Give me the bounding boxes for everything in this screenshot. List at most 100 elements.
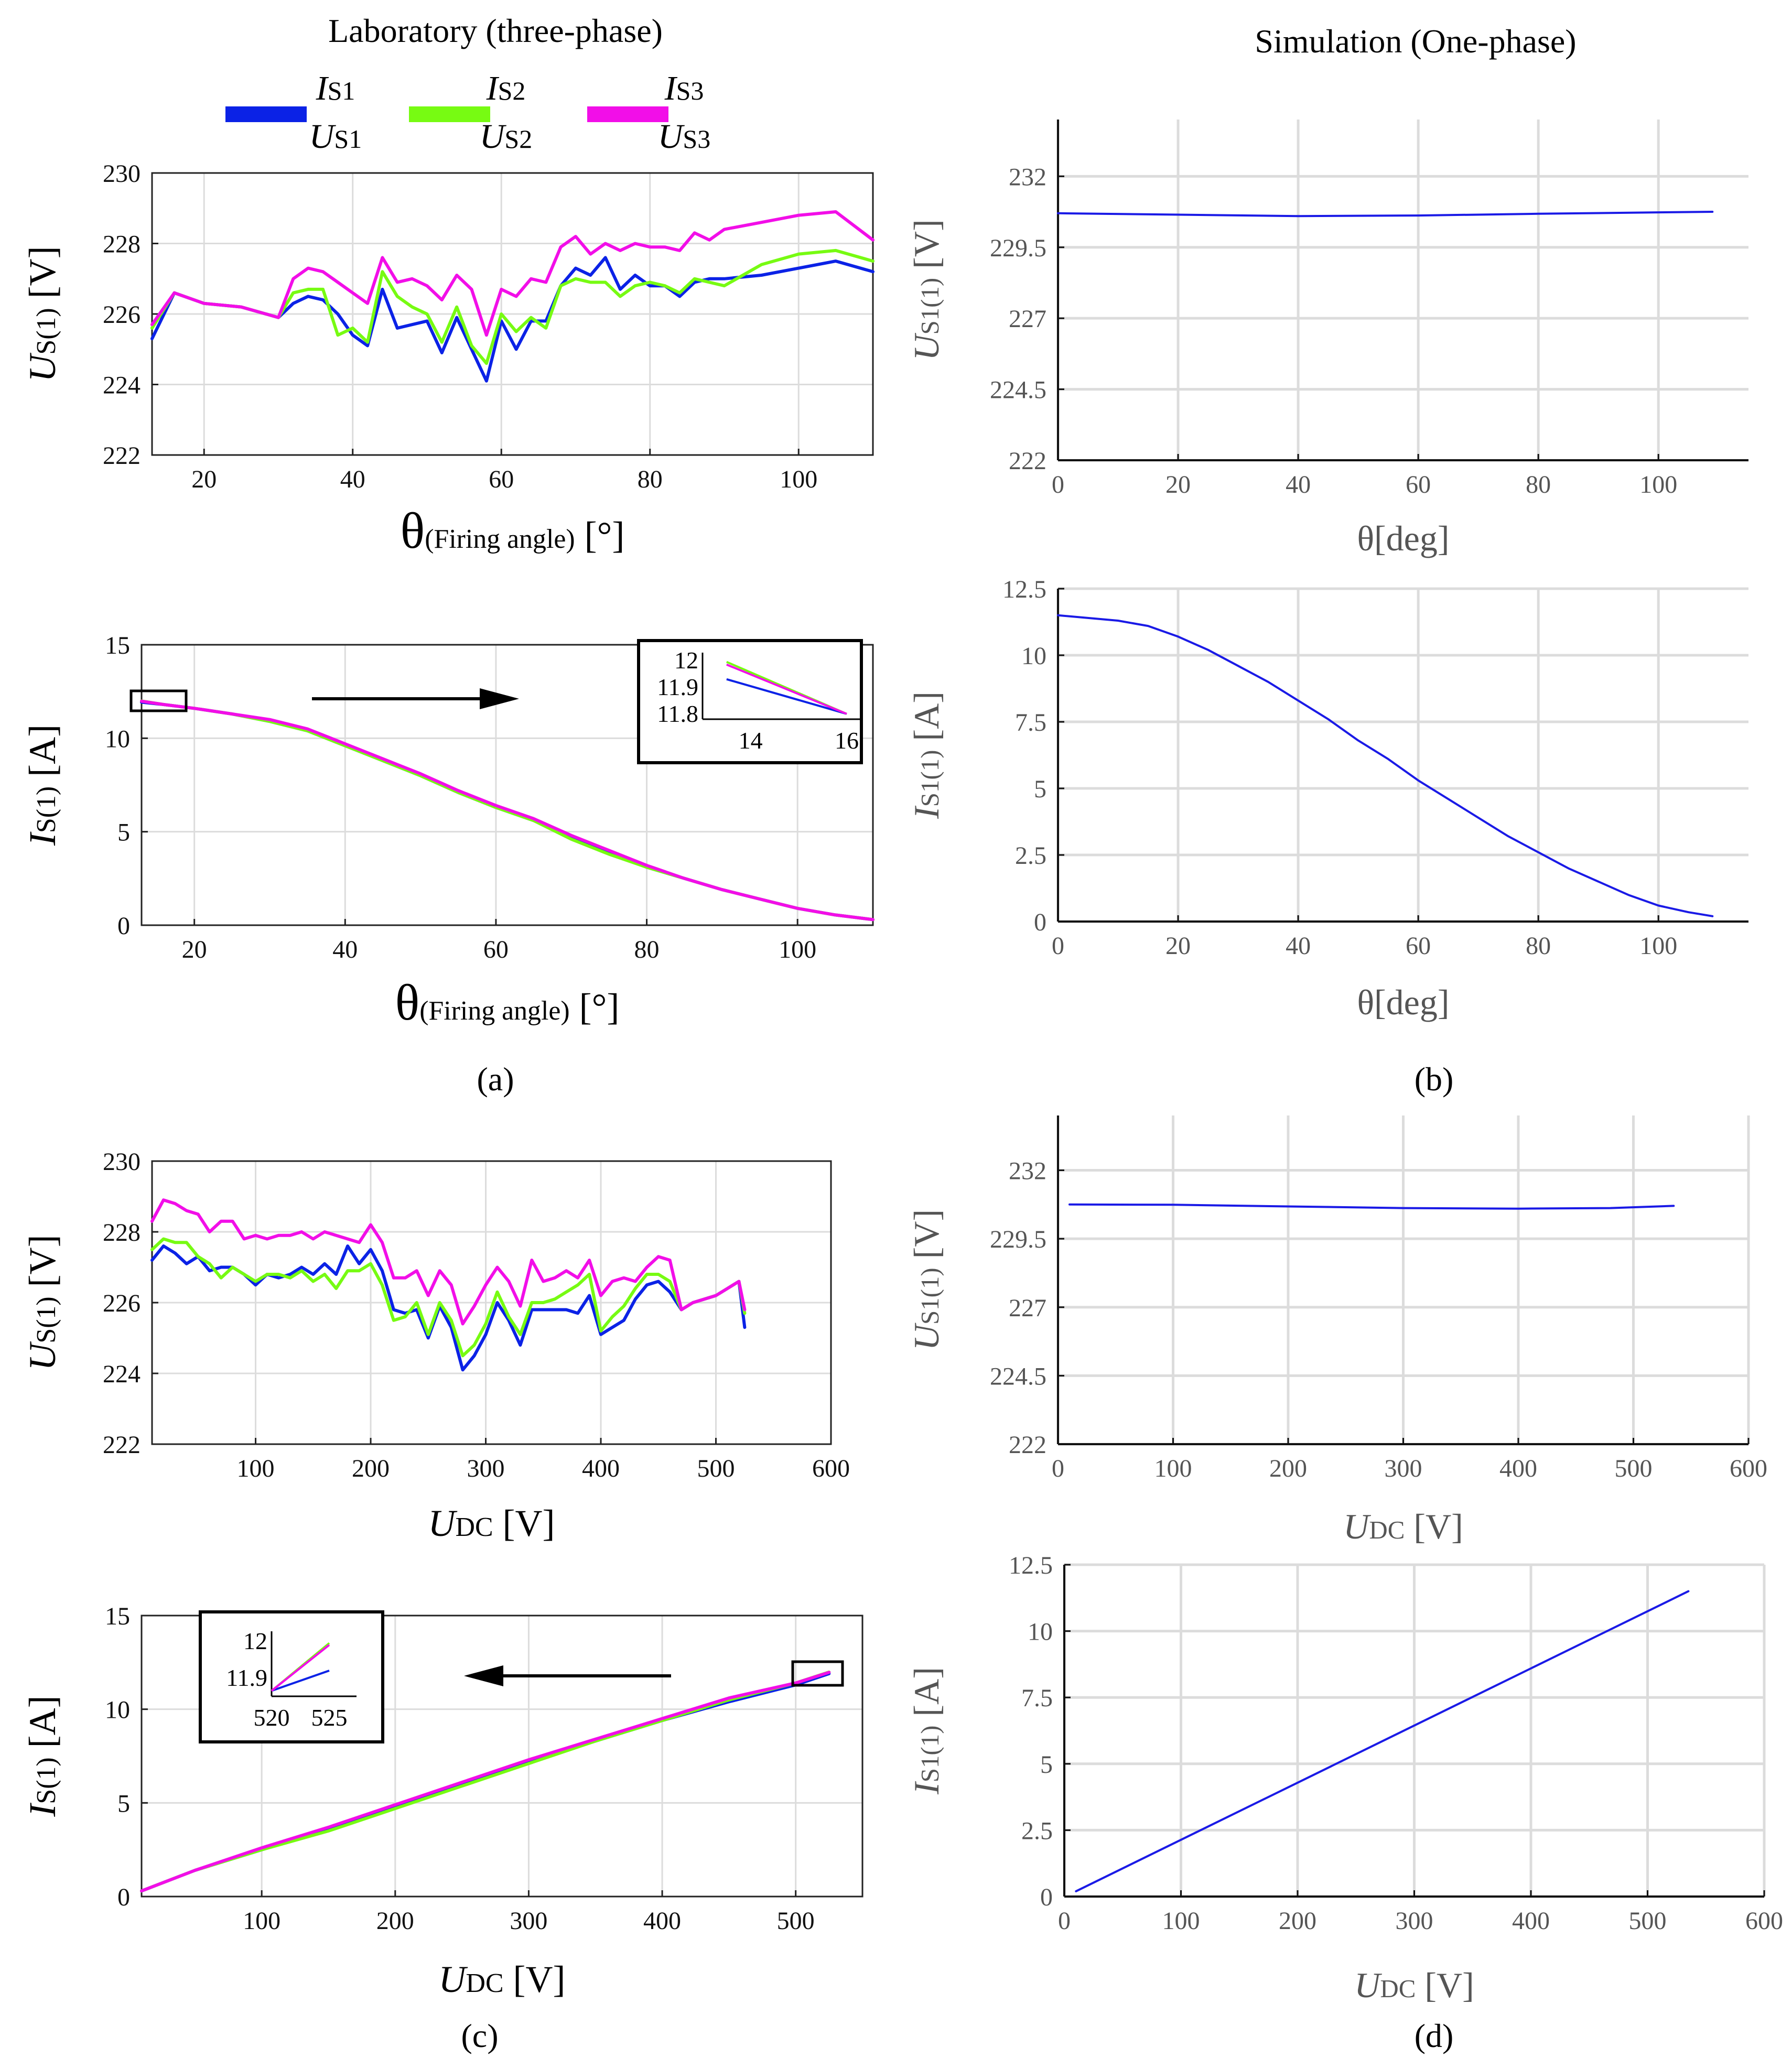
y-tick-label: 10: [1028, 1618, 1053, 1646]
x-tick-label: 500: [1629, 1907, 1667, 1935]
x-axis-label: UDC [V]: [439, 1958, 566, 2000]
inset-y-tick-label: 12: [674, 647, 698, 674]
y-tick-label: 15: [105, 632, 130, 659]
y-tick-label: 12.5: [1009, 1552, 1053, 1579]
x-tick-label: 0: [1058, 1907, 1071, 1935]
y-tick-label: 230: [103, 160, 141, 188]
y-tick-label: 0: [117, 1883, 130, 1911]
x-tick-label: 100: [1162, 1907, 1200, 1935]
x-tick-label: 100: [1639, 932, 1677, 960]
inset-y-tick-label: 11.9: [657, 674, 698, 700]
x-axis-label: θ(Firing angle) [°]: [401, 503, 625, 559]
y-axis-label: US1(1) [V]: [906, 219, 946, 360]
series-line-us2: [150, 1237, 747, 1358]
header-simulation: Simulation (One-phase): [1255, 23, 1576, 60]
zoom-region-box: [791, 1660, 844, 1687]
y-tick-label: 229.5: [990, 234, 1046, 262]
legend: IS1 US1 IS2 US2 IS3 US3: [225, 69, 710, 156]
series-line-us3: [150, 210, 875, 337]
y-tick-label: 7.5: [1021, 1684, 1053, 1712]
plot-frame: [141, 1615, 863, 1898]
y-tick-label: 0: [1034, 908, 1046, 936]
y-tick-label: 5: [1034, 775, 1046, 803]
x-tick-label: 200: [1269, 1455, 1307, 1482]
x-axis-label: UDC [V]: [1343, 1507, 1463, 1546]
inset-series-line: [271, 1644, 330, 1692]
y-tick-label: 232: [1009, 1157, 1046, 1185]
y-tick-label: 10: [1021, 642, 1046, 670]
x-tick-label: 300: [510, 1907, 547, 1935]
x-tick-label: 100: [243, 1907, 280, 1935]
x-tick-label: 0: [1052, 1455, 1064, 1482]
x-tick-label: 40: [1286, 471, 1311, 499]
y-tick-label: 228: [103, 231, 141, 258]
x-tick-label: 20: [191, 465, 217, 493]
legend-current-label-3: IS3: [664, 69, 704, 107]
y-axis-label: US(1) [V]: [21, 246, 63, 382]
y-tick-label: 227: [1009, 1294, 1046, 1322]
series-line-us1: [150, 256, 875, 383]
series-line-is3: [140, 1671, 831, 1893]
y-axis-label: US(1) [V]: [21, 1234, 63, 1370]
arrow-right-head: [480, 688, 519, 709]
y-axis-label: IS1(1) [A]: [906, 1667, 946, 1795]
annotations: [312, 688, 671, 1686]
y-tick-label: 224: [103, 1360, 141, 1388]
series-line-is11: [1075, 1590, 1690, 1892]
panel-label-c: (c): [461, 2017, 498, 2054]
x-tick-label: 400: [582, 1455, 620, 1482]
x-tick-label: 100: [1639, 471, 1677, 499]
y-axis-label: IS1(1) [A]: [906, 691, 946, 819]
legend-voltage-label-2: US2: [480, 117, 532, 156]
series-line-is11: [1057, 614, 1714, 917]
legend-voltage-label-1: US1: [309, 117, 362, 156]
x-tick-label: 40: [340, 465, 365, 493]
legend-current-label-2: IS2: [486, 69, 526, 107]
y-tick-label: 224.5: [990, 1362, 1046, 1390]
x-tick-label: 60: [489, 465, 514, 493]
y-tick-label: 10: [105, 725, 130, 753]
x-tick-label: 80: [638, 465, 663, 493]
y-tick-label: 227: [1009, 305, 1046, 333]
chart-d-current-vs-udc: 0 100 200 300 400 500 600 0 2.5 5 7.5 10 12.5 UDC [V]…: [906, 1552, 1783, 2005]
x-tick-label: 20: [182, 936, 207, 963]
y-tick-label: 5: [117, 819, 130, 847]
x-tick-label: 600: [812, 1455, 850, 1482]
y-tick-label: 2.5: [1015, 842, 1046, 870]
y-tick-label: 5: [117, 1790, 130, 1817]
y-tick-label: 228: [103, 1219, 141, 1247]
inset-series-line: [271, 1670, 330, 1692]
x-axis-label: θ[deg]: [1357, 518, 1449, 558]
y-tick-label: 229.5: [990, 1226, 1046, 1253]
x-tick-label: 40: [1286, 932, 1311, 960]
chart-b-voltage-vs-theta: 0 20 40 60 80 100 222 224.5 227 229.5 232 θ[deg] US1…: [906, 120, 1748, 558]
inset-series-line: [726, 663, 847, 715]
inset-x-tick-label: 16: [835, 727, 859, 754]
x-axis-label: θ[deg]: [1357, 982, 1449, 1022]
x-tick-label: 400: [643, 1907, 681, 1935]
x-tick-label: 0: [1052, 471, 1064, 499]
inset-y-tick-label: 11.8: [657, 700, 698, 727]
y-axis-label: IS(1) [A]: [21, 724, 63, 846]
x-tick-label: 60: [1406, 932, 1431, 960]
inset-zoom: 11.811.912 14 16: [637, 639, 863, 764]
x-tick-label: 500: [1615, 1455, 1653, 1482]
y-tick-label: 222: [1009, 447, 1046, 475]
x-tick-label: 300: [1396, 1907, 1433, 1935]
zoom-region-box: [129, 689, 188, 712]
x-tick-label: 500: [697, 1455, 735, 1482]
y-tick-label: 226: [103, 1290, 141, 1317]
y-tick-label: 15: [105, 1602, 130, 1630]
chart-b-current-vs-theta: 0 20 40 60 80 100 0 2.5 5 7.5 10 12.5 θ[deg] IS1(1) […: [906, 576, 1748, 1022]
y-tick-label: 222: [1009, 1431, 1046, 1459]
y-tick-label: 10: [105, 1696, 130, 1724]
x-tick-label: 100: [1154, 1455, 1192, 1482]
panel-label-d: (d): [1415, 2017, 1454, 2054]
x-tick-label: 20: [1165, 471, 1191, 499]
y-tick-label: 222: [103, 1431, 141, 1459]
x-tick-label: 600: [1730, 1455, 1767, 1482]
x-tick-label: 300: [1385, 1455, 1422, 1482]
header-laboratory: Laboratory (three-phase): [328, 12, 663, 49]
x-tick-label: 60: [1406, 471, 1431, 499]
x-tick-label: 80: [1526, 932, 1551, 960]
